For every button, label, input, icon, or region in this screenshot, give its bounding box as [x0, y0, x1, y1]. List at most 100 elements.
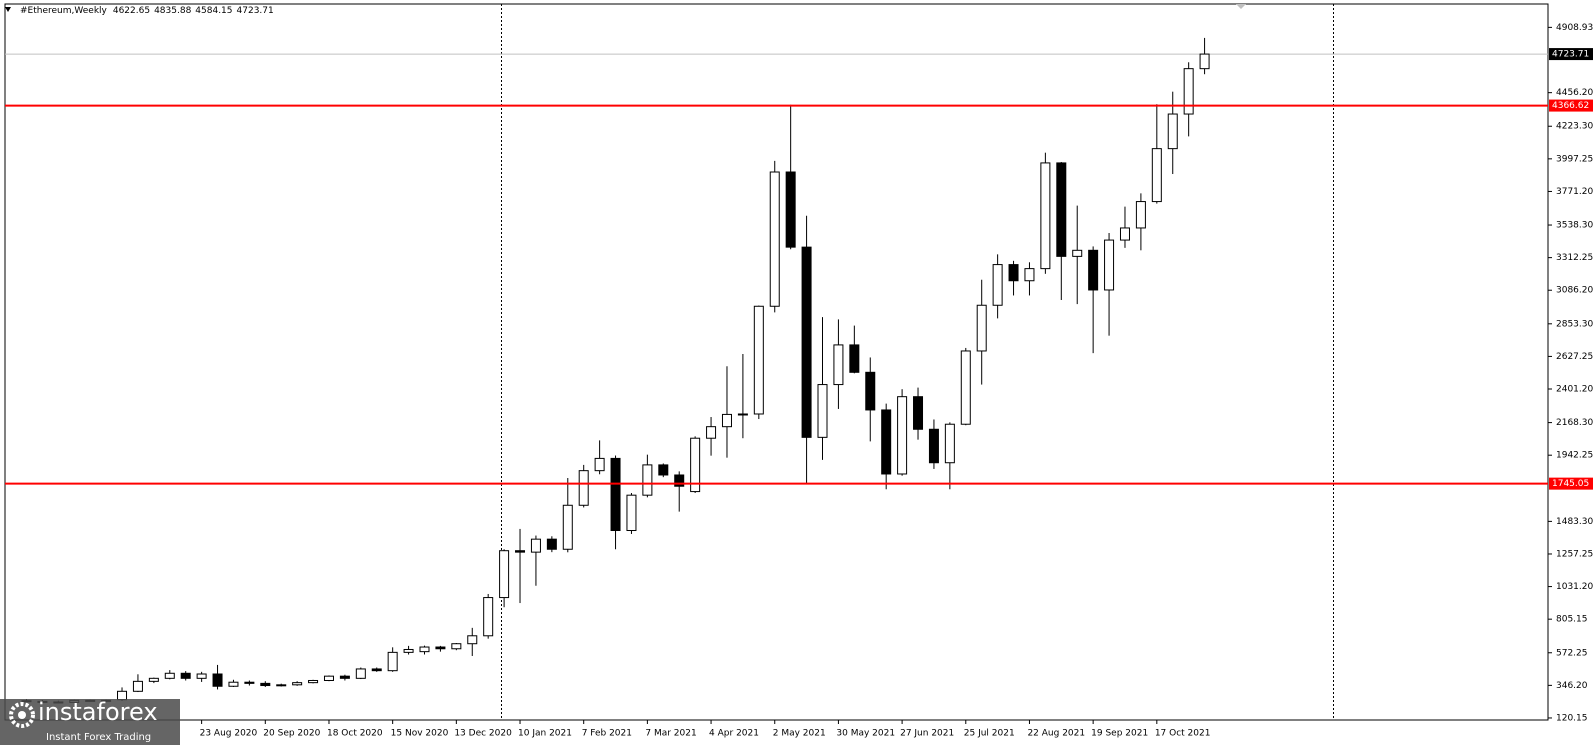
chart-header: #Ethereum,Weekly 4622.65 4835.88 4584.15 472… [20, 6, 274, 16]
plot-frame [4, 3, 1549, 721]
x-tick-label: 23 Aug 2020 [200, 729, 258, 739]
candle-body [546, 538, 557, 550]
candle-body [785, 171, 796, 248]
chart-title: #Ethereum,Weekly [20, 6, 108, 16]
candle-body [1135, 201, 1146, 229]
y-tick-label: 2401.20 [1556, 385, 1593, 395]
candle-body [1151, 148, 1162, 203]
price-label: 4723.71 [1552, 50, 1589, 60]
candle-body [944, 423, 955, 464]
y-tick-label: 120.15 [1556, 713, 1588, 723]
candle-body [355, 668, 366, 679]
y-tick-label: 1942.25 [1556, 451, 1593, 461]
candle-body [499, 550, 510, 599]
candle-body [769, 171, 780, 307]
x-tick-label: 7 Feb 2021 [582, 729, 632, 739]
x-tick-label: 25 Jul 2021 [964, 729, 1015, 739]
candle-body [419, 646, 430, 653]
x-tick-label: 19 Sep 2021 [1091, 729, 1148, 739]
y-tick-label: 1257.25 [1556, 549, 1593, 559]
x-tick-label: 30 May 2021 [836, 729, 895, 739]
y-tick-label: 1031.20 [1556, 582, 1593, 592]
candle-body [690, 437, 701, 493]
candle-body [753, 305, 764, 415]
candle-body [817, 384, 828, 438]
candle-body [801, 246, 812, 438]
header-close: 4723.71 [237, 6, 274, 16]
candle-body [706, 426, 717, 439]
x-tick-label: 18 Oct 2020 [327, 729, 383, 739]
candle-body [196, 673, 207, 679]
header-low: 4584.15 [195, 6, 232, 16]
candle-body [371, 668, 382, 672]
candle-body [976, 304, 987, 352]
candle-body [1056, 162, 1067, 257]
candle-body [960, 350, 971, 425]
x-tick-label: 10 Jan 2021 [518, 729, 572, 739]
candle-body [276, 684, 287, 687]
candle-body [594, 457, 605, 472]
candle-body [164, 672, 175, 679]
y-tick-label: 3538.30 [1556, 221, 1593, 231]
y-tick-label: 2168.30 [1556, 418, 1593, 428]
logo-icon [9, 702, 35, 728]
y-tick-label: 805.15 [1556, 615, 1588, 625]
candle-body [626, 494, 637, 532]
candle-body [387, 651, 398, 672]
candle-body [1088, 249, 1099, 291]
candle-body [674, 474, 685, 487]
candle-body [992, 264, 1003, 306]
candle-body [721, 413, 732, 428]
candle-body [1199, 53, 1210, 70]
y-tick-label: 3312.25 [1556, 253, 1593, 263]
candle-body [865, 371, 876, 411]
y-tick-label: 3086.20 [1556, 286, 1593, 296]
candle-body [833, 344, 844, 386]
candle-body [928, 428, 939, 464]
candle-body [1167, 113, 1178, 150]
y-tick-label: 1483.30 [1556, 517, 1593, 527]
candle-body [658, 464, 669, 476]
x-tick-label: 27 Jun 2021 [900, 729, 954, 739]
logo: instaforex Instant Forex Trading [0, 698, 180, 745]
candle-body [1040, 162, 1051, 270]
y-tick-label: 3997.25 [1556, 154, 1593, 164]
candle-body [578, 470, 589, 506]
x-tick-label: 17 Oct 2021 [1155, 729, 1211, 739]
candle-body [1072, 249, 1083, 257]
candle-body [610, 457, 621, 532]
y-tick-label: 2853.30 [1556, 319, 1593, 329]
header-open: 4622.65 [113, 6, 150, 16]
plot-area: 120.15 346.20 572.25 805.15 1031.20 1257.25 14… [5, 23, 1593, 739]
x-tick-label: 22 Aug 2021 [1027, 729, 1085, 739]
candle-body [451, 643, 462, 650]
x-tick-label: 13 Dec 2020 [454, 729, 512, 739]
y-tick-label: 4456.20 [1556, 88, 1593, 98]
candle-body [849, 344, 860, 373]
candle-body [435, 646, 446, 650]
level-label: 1745.05 [1552, 479, 1589, 489]
candle-body [1119, 227, 1130, 241]
candle-body [737, 413, 748, 416]
candle-body [515, 550, 526, 553]
candle-body [148, 677, 159, 682]
menu-arrow [5, 7, 11, 12]
candle-body [244, 681, 255, 684]
logo-brand: instaforex [38, 698, 158, 726]
candle-body [323, 675, 334, 681]
candle-body [212, 673, 223, 687]
candle-body [228, 681, 239, 687]
shift-marker [1236, 4, 1246, 9]
logo-icon [18, 711, 26, 719]
logo-tagline: Instant Forex Trading [46, 732, 151, 743]
header-high: 4835.88 [154, 6, 191, 16]
candle-body [180, 672, 191, 679]
x-tick-label: 20 Sep 2020 [263, 729, 320, 739]
candle-body [881, 409, 892, 475]
candle-body [1024, 268, 1035, 282]
candle-body [467, 635, 478, 645]
candle-body [897, 396, 908, 475]
candle-body [292, 682, 303, 686]
